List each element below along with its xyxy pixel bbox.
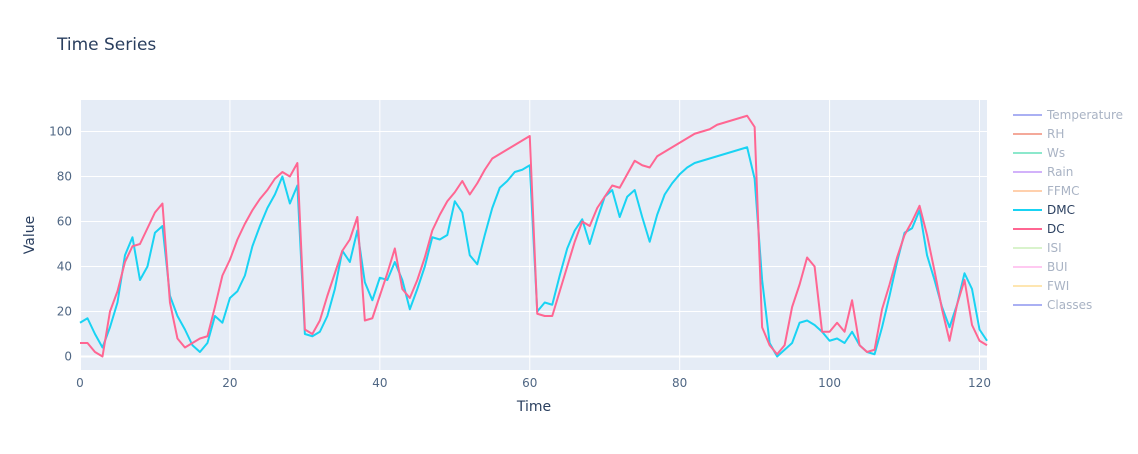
legend-label: Ws (1047, 146, 1065, 160)
legend: Temperature RH Ws Rain FFMC DMC DC ISI BUI FWI Cla… (1013, 108, 1123, 312)
y-tick-label: 20 (57, 305, 72, 319)
y-axis-label: Value (22, 216, 38, 254)
x-tick-label: 20 (222, 376, 237, 390)
x-tick-label: 100 (818, 376, 841, 390)
series-line-dc[interactable] (80, 114, 988, 358)
legend-label: FFMC (1047, 184, 1080, 198)
series-line-dmc[interactable] (79, 146, 988, 358)
x-axis-ticks: 0 20 40 60 80 100 120 (76, 376, 991, 390)
y-tick-label: 0 (64, 350, 72, 364)
legend-item-rain[interactable]: Rain (1013, 165, 1073, 179)
y-tick-label: 80 (57, 170, 72, 184)
chart-title: Time Series (56, 35, 156, 55)
x-tick-label: 120 (968, 376, 991, 390)
x-tick-label: 80 (672, 376, 687, 390)
x-axis-label: Time (516, 399, 551, 415)
legend-item-bui[interactable]: BUI (1013, 260, 1068, 274)
legend-item-temperature[interactable]: Temperature (1013, 108, 1123, 122)
legend-label: Classes (1047, 298, 1092, 312)
x-tick-label: 0 (76, 376, 84, 390)
x-tick-label: 40 (372, 376, 387, 390)
series-lines (79, 114, 988, 358)
legend-item-ffmc[interactable]: FFMC (1013, 184, 1080, 198)
y-axis-ticks: 0 20 40 60 80 100 (49, 125, 72, 364)
y-tick-label: 60 (57, 215, 72, 229)
legend-label: DC (1047, 222, 1065, 236)
legend-item-fwi[interactable]: FWI (1013, 279, 1069, 293)
legend-label: BUI (1047, 260, 1068, 274)
legend-item-dmc[interactable]: DMC (1013, 203, 1075, 217)
y-tick-label: 100 (49, 125, 72, 139)
legend-item-classes[interactable]: Classes (1013, 298, 1092, 312)
legend-label: FWI (1047, 279, 1069, 293)
legend-label: ISI (1047, 241, 1062, 255)
gridlines (79, 100, 987, 370)
legend-item-isi[interactable]: ISI (1013, 241, 1062, 255)
legend-label: Temperature (1046, 108, 1123, 122)
y-tick-label: 40 (57, 260, 72, 274)
legend-label: RH (1047, 127, 1064, 141)
legend-item-ws[interactable]: Ws (1013, 146, 1065, 160)
x-tick-label: 60 (522, 376, 537, 390)
legend-label: Rain (1047, 165, 1073, 179)
legend-item-dc[interactable]: DC (1013, 222, 1065, 236)
legend-label: DMC (1047, 203, 1075, 217)
legend-item-rh[interactable]: RH (1013, 127, 1064, 141)
